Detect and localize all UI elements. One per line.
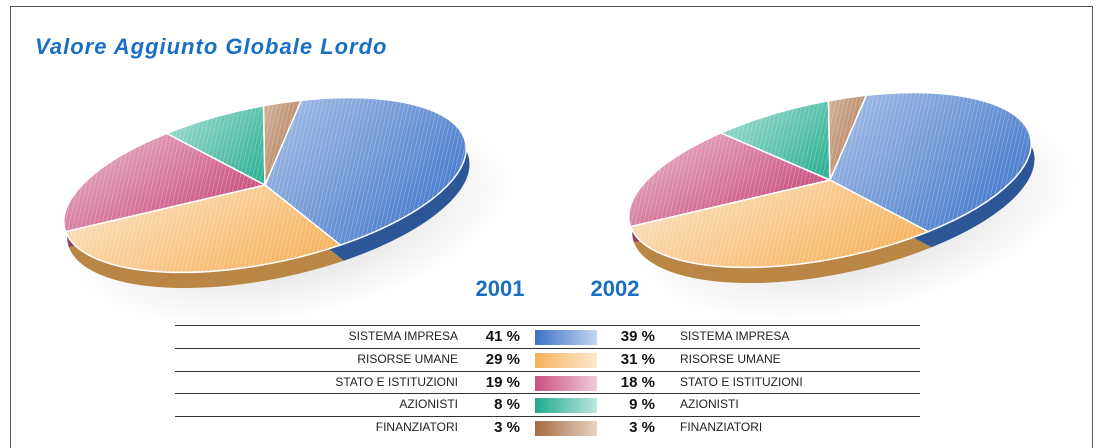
category-label: RISORSE UMANE: [357, 352, 458, 366]
category-label: FINANZIATORI: [680, 420, 762, 434]
value-label: 29 %: [486, 351, 520, 368]
legend-swatch: [535, 421, 597, 436]
category-label: STATO E ISTITUZIONI: [680, 375, 803, 389]
pie-hatch: [828, 95, 867, 180]
value-label: 3 %: [629, 419, 655, 436]
value-label: 31 %: [621, 351, 655, 368]
pie-hatch: [166, 105, 265, 185]
category-label: STATO E ISTITUZIONI: [335, 375, 458, 389]
legend-swatch: [535, 353, 597, 368]
pie-hatch: [263, 100, 302, 185]
year-label: 2001: [476, 276, 525, 301]
pie-hatch: [65, 185, 341, 273]
value-label: 3 %: [494, 419, 520, 436]
value-label: 39 %: [621, 328, 655, 345]
value-label: 19 %: [486, 374, 520, 391]
pie: [628, 91, 1079, 322]
pie-hatch: [720, 100, 830, 180]
pie-hatch: [830, 92, 1032, 232]
pie-hatch: [63, 133, 265, 232]
category-label: SISTEMA IMPRESA: [680, 329, 789, 343]
pie-hatch: [628, 132, 830, 227]
year-label: 2002: [591, 276, 640, 301]
page-title: Valore Aggiunto Globale Lordo: [35, 34, 387, 59]
pie: [63, 96, 514, 327]
category-label: SISTEMA IMPRESA: [349, 329, 458, 343]
value-label: 41 %: [486, 328, 520, 345]
category-label: AZIONISTI: [399, 397, 458, 411]
value-label: 9 %: [629, 396, 655, 413]
legend-swatch: [535, 330, 597, 345]
category-label: FINANZIATORI: [376, 420, 458, 434]
pie-hatch: [630, 180, 929, 268]
legend-swatch: [535, 376, 597, 391]
pie-hatch: [265, 97, 467, 246]
category-label: AZIONISTI: [680, 397, 739, 411]
value-label: 8 %: [494, 396, 520, 413]
value-label: 18 %: [621, 374, 655, 391]
legend-swatch: [535, 398, 597, 413]
category-label: RISORSE UMANE: [680, 352, 781, 366]
frame: [10, 6, 1093, 448]
